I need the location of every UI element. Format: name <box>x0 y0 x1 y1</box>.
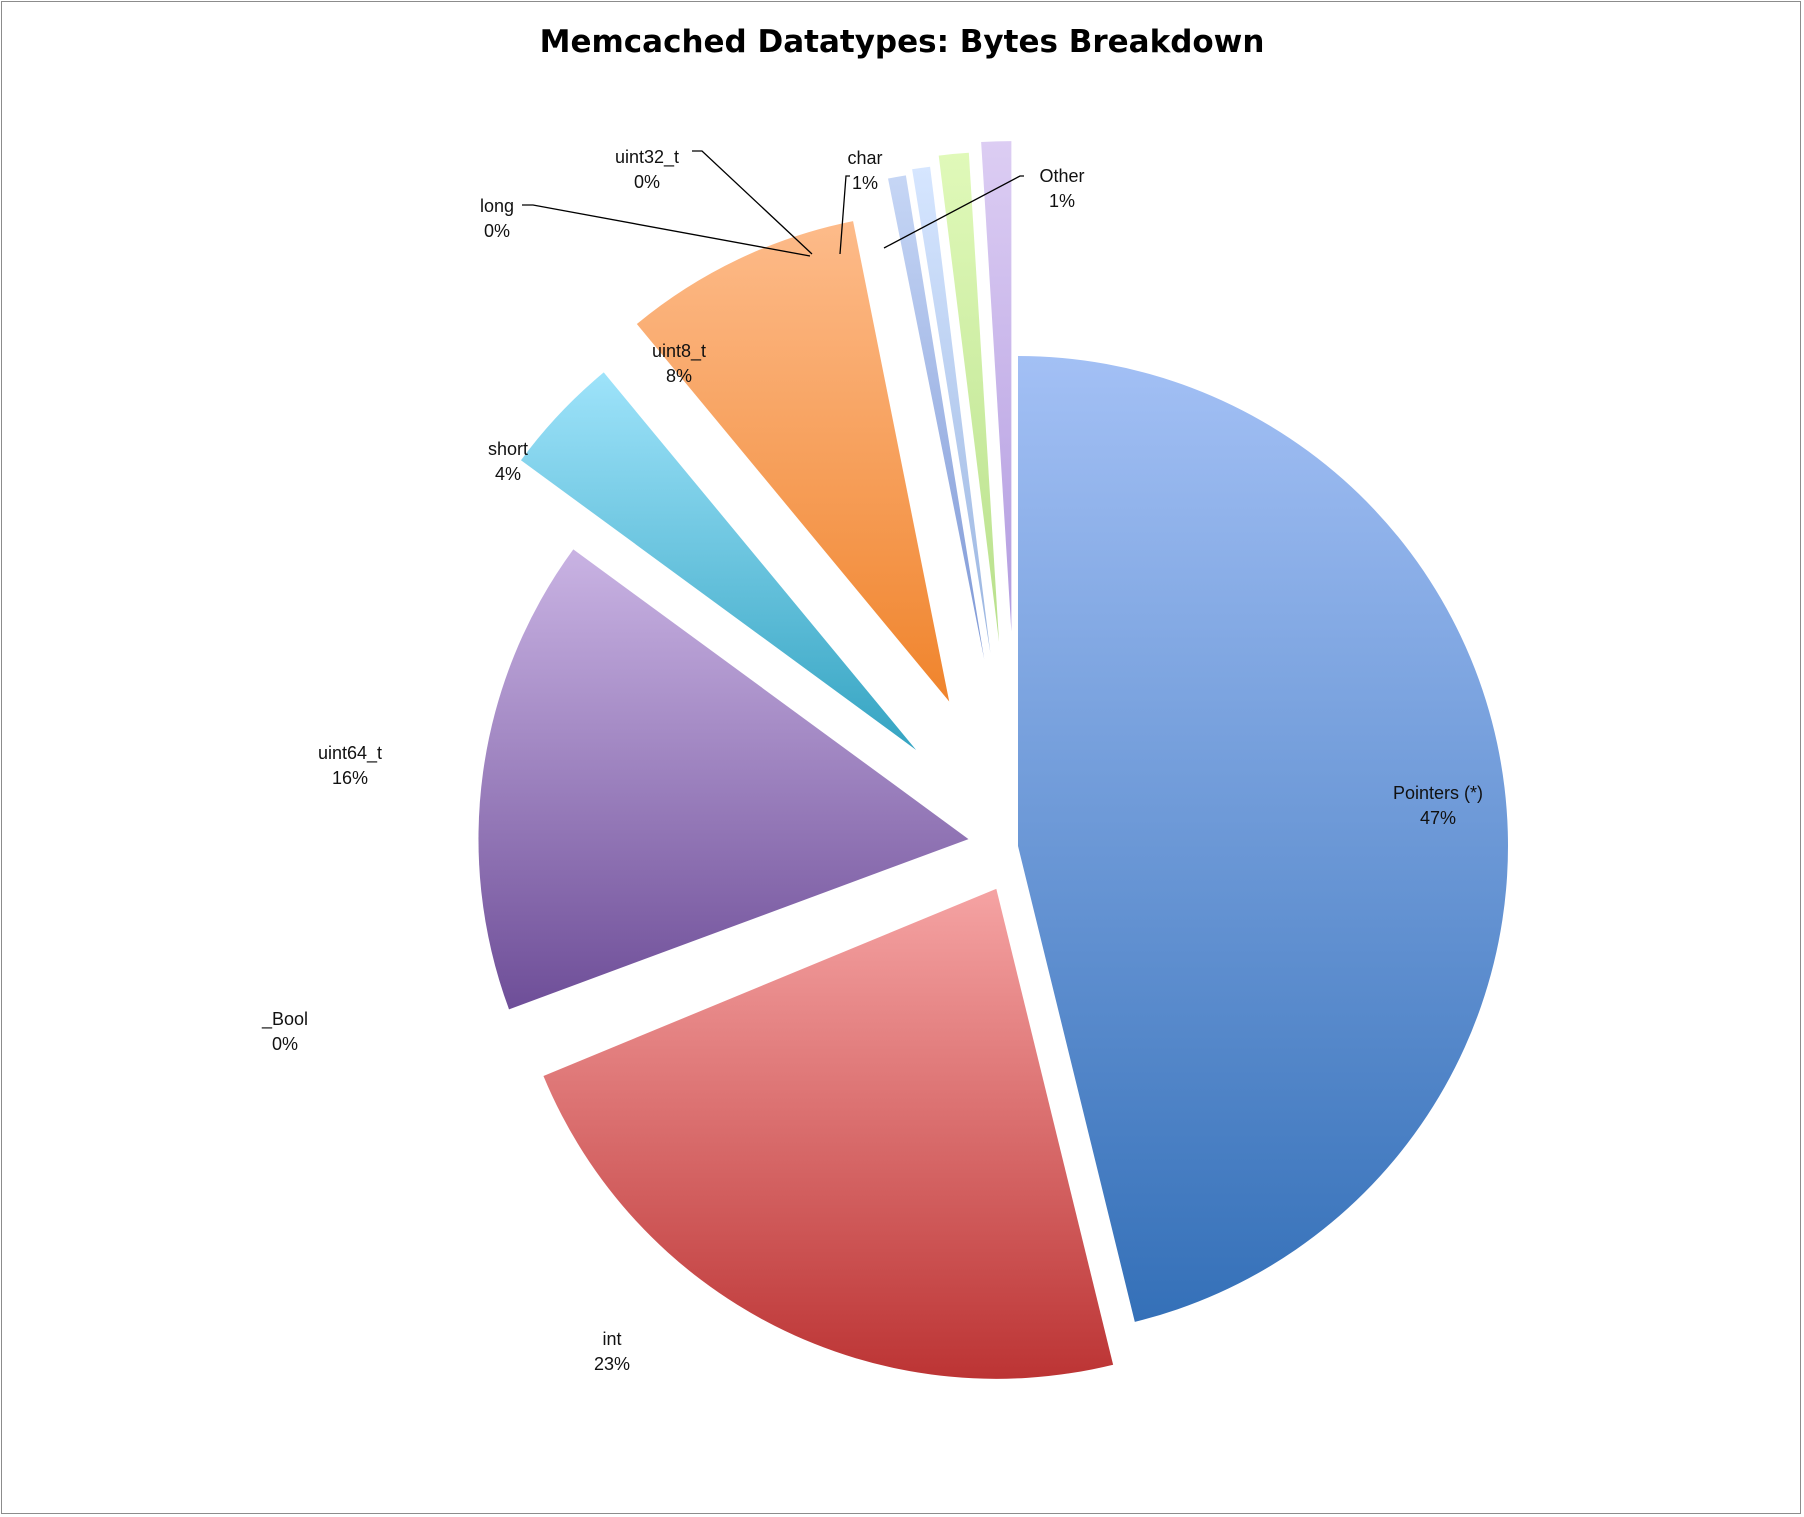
slice-percent-label: 23% <box>594 1354 630 1374</box>
slice-percent-label: 4% <box>495 464 521 484</box>
slice-name-label: _Bool <box>261 1009 308 1030</box>
slice-percent-label: 0% <box>484 221 510 241</box>
pie-slice-uint32-t <box>912 166 991 653</box>
slice-labels: Pointers (*) 47% int 23% _Bool 0% uint64_t 16% s… <box>261 147 1483 1374</box>
slice-percent-label: 8% <box>666 366 692 386</box>
slice-percent-label: 1% <box>1049 191 1075 211</box>
pie-slice-uint8-t <box>636 221 950 702</box>
leader-line <box>522 204 811 257</box>
chart-title: Memcached Datatypes: Bytes Breakdown <box>539 24 1265 60</box>
pie-slice-short <box>520 372 917 750</box>
pie-slice-long <box>888 175 985 660</box>
pie-slice-pointers <box>1018 356 1509 1322</box>
slice-percent-label: 1% <box>852 173 878 193</box>
leader-line <box>839 175 850 255</box>
slice-name-label: short <box>488 439 528 459</box>
slice-name-label: char <box>847 148 882 168</box>
slice-name-label: Other <box>1039 166 1084 186</box>
leader-line <box>883 175 1024 249</box>
slice-name-label: uint32_t <box>615 147 679 168</box>
leader-lines <box>522 150 1024 257</box>
slice-percent-label: 0% <box>634 172 660 192</box>
pie-slice-uint64-t <box>478 549 969 1010</box>
slice-name-label: int <box>602 1329 621 1349</box>
pie-slice-char <box>938 152 1000 642</box>
pie-slice-other <box>981 141 1012 632</box>
pie-slices <box>478 141 1509 1379</box>
pie-slice-int <box>543 888 1114 1379</box>
leader-line <box>692 150 813 255</box>
slice-percent-label: 0% <box>272 1034 298 1054</box>
slice-percent-label: 47% <box>1420 808 1456 828</box>
slice-name-label: uint8_t <box>652 341 706 362</box>
slice-name-label: uint64_t <box>318 743 382 764</box>
slice-name-label: long <box>480 196 514 216</box>
slice-percent-label: 16% <box>332 768 368 788</box>
slice-name-label: Pointers (*) <box>1393 783 1483 803</box>
